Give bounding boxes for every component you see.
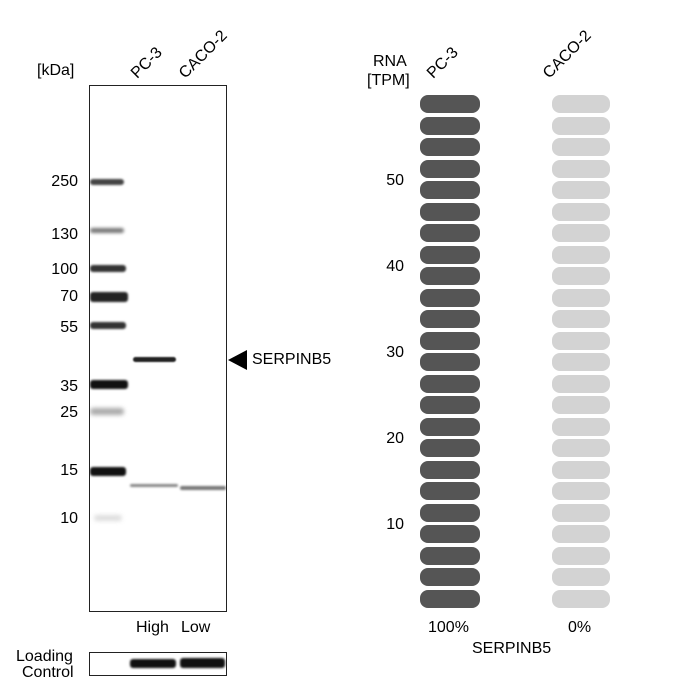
bar-segment-pc3 (420, 503, 480, 522)
bar-segment-pc3 (420, 95, 480, 113)
bar-segment-pc3 (420, 202, 480, 221)
ladder-band-55 (90, 322, 126, 329)
bar-segment-caco2 (552, 181, 610, 199)
bar-segment-caco2 (552, 95, 610, 113)
marker-label-250: 250 (51, 173, 78, 190)
chart-gene-label: SERPINB5 (472, 640, 552, 657)
marker-label-35: 35 (60, 378, 78, 395)
expression-level-high: High (136, 619, 169, 636)
bar-segment-pc3 (420, 525, 480, 543)
bar-segment-caco2 (552, 138, 610, 156)
low-band-caco2 (180, 486, 226, 490)
bar-segment-caco2 (552, 310, 610, 328)
value-label-pc3: 100% (428, 619, 469, 636)
ladder-band-15 (90, 467, 126, 476)
bar-segment-pc3 (420, 267, 480, 285)
bar-segment-pc3 (420, 331, 480, 350)
bar-segment-pc3 (420, 396, 480, 414)
bar-segment-pc3 (420, 589, 480, 608)
rna-axis-label-line1: RNA (373, 53, 407, 70)
loading-band-pc3 (130, 659, 176, 668)
marker-label-15: 15 (60, 462, 78, 479)
bar-segment-caco2 (552, 267, 610, 285)
marker-label-25: 25 (60, 404, 78, 421)
marker-label-100: 100 (51, 261, 78, 278)
kda-unit-label: [kDa] (37, 62, 75, 79)
bar-segment-pc3 (420, 159, 480, 178)
bar-segment-caco2 (552, 568, 610, 586)
bar-segment-caco2 (552, 245, 610, 264)
value-label-caco2: 0% (568, 619, 592, 636)
target-arrow-icon (228, 350, 247, 370)
bar-segment-pc3 (420, 181, 480, 199)
bar-segment-pc3 (420, 460, 480, 479)
expression-level-low: Low (181, 619, 211, 636)
bar-segment-pc3 (420, 310, 480, 328)
lane-label-caco2: CACO-2 (175, 27, 231, 83)
ladder-band-25 (90, 408, 124, 415)
bar-segment-caco2 (552, 288, 610, 307)
loading-control-label-line2: Control (22, 664, 74, 681)
bar-segment-caco2 (552, 202, 610, 221)
loading-control-membrane (89, 652, 227, 676)
bar-segment-pc3 (420, 546, 480, 565)
bar-segment-caco2 (552, 374, 610, 393)
bar-segment-caco2 (552, 159, 610, 178)
marker-label-10: 10 (60, 510, 78, 527)
bar-segment-caco2 (552, 224, 610, 242)
rna-axis-label-line2: [TPM] (367, 72, 410, 89)
y-tick-label-10: 10 (386, 516, 404, 533)
ladder-band-130 (90, 228, 124, 233)
bar-segment-pc3 (420, 288, 480, 307)
bar-segment-caco2 (552, 439, 610, 457)
bar-segment-pc3 (420, 116, 480, 135)
bar-segment-pc3 (420, 482, 480, 500)
serpinb5-band-pc3 (133, 357, 176, 362)
marker-label-70: 70 (60, 288, 78, 305)
marker-label-55: 55 (60, 319, 78, 336)
chart-category-label-pc3: PC-3 (423, 44, 462, 82)
bar-segment-pc3 (420, 568, 480, 586)
ladder-band-35 (90, 380, 128, 389)
ladder-band-70 (90, 292, 128, 302)
marker-label-130: 130 (51, 226, 78, 243)
bar-segment-pc3 (420, 245, 480, 264)
low-band-pc3 (130, 484, 178, 487)
bar-segment-caco2 (552, 525, 610, 543)
bar-segment-pc3 (420, 374, 480, 393)
target-protein-label: SERPINB5 (252, 351, 332, 368)
lane-label-pc3: PC-3 (127, 44, 166, 82)
bar-segment-caco2 (552, 353, 610, 371)
y-tick-label-50: 50 (386, 172, 404, 189)
bar-segment-caco2 (552, 396, 610, 414)
bar-segment-pc3 (420, 224, 480, 242)
bar-segment-caco2 (552, 331, 610, 350)
bar-segment-pc3 (420, 439, 480, 457)
loading-control-label-line1: Loading (16, 648, 73, 665)
bar-segment-caco2 (552, 116, 610, 135)
western-blot-membrane (89, 85, 227, 612)
chart-category-label-caco2: CACO-2 (539, 27, 595, 83)
bar-segment-pc3 (420, 353, 480, 371)
bar-segment-caco2 (552, 503, 610, 522)
y-tick-label-20: 20 (386, 430, 404, 447)
bar-segment-caco2 (552, 546, 610, 565)
bar-segment-pc3 (420, 138, 480, 156)
y-tick-label-30: 30 (386, 344, 404, 361)
bar-segment-caco2 (552, 460, 610, 479)
bar-segment-caco2 (552, 417, 610, 436)
y-tick-label-40: 40 (386, 258, 404, 275)
ladder-band-10 (94, 515, 122, 521)
ladder-band-250 (90, 179, 124, 185)
bar-segment-caco2 (552, 482, 610, 500)
loading-band-caco2 (180, 658, 225, 668)
bar-segment-caco2 (552, 589, 610, 608)
bar-segment-pc3 (420, 417, 480, 436)
ladder-band-100 (90, 265, 126, 272)
